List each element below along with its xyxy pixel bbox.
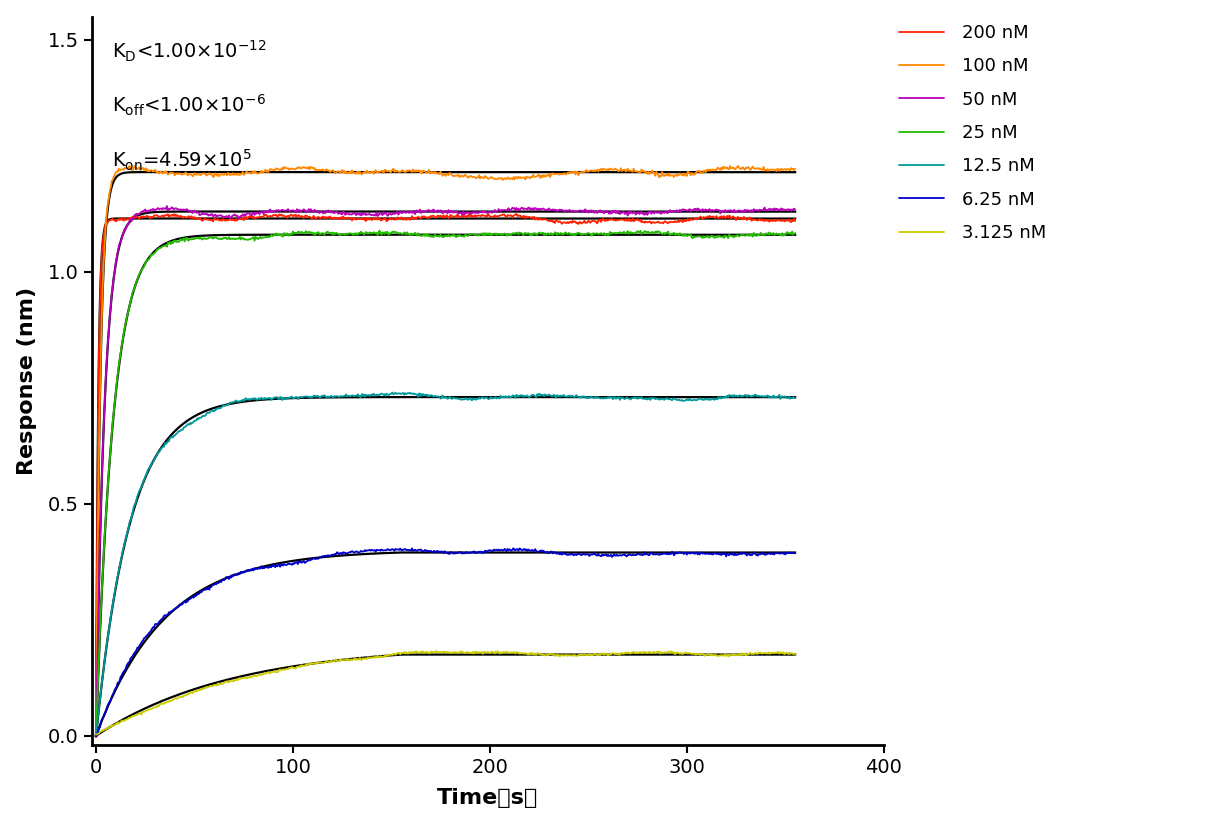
Text: K$_\mathregular{off}$<1.00×10$^{-6}$: K$_\mathregular{off}$<1.00×10$^{-6}$ [112,93,266,118]
X-axis label: Time（s）: Time（s） [437,789,538,808]
Legend: 200 nM, 100 nM, 50 nM, 25 nM, 12.5 nM, 6.25 nM, 3.125 nM: 200 nM, 100 nM, 50 nM, 25 nM, 12.5 nM, 6… [892,16,1053,249]
Y-axis label: Response (nm): Response (nm) [17,287,37,475]
Text: K$_\mathregular{on}$=4.59×10$^{5}$: K$_\mathregular{on}$=4.59×10$^{5}$ [112,148,251,173]
Text: K$_\mathregular{D}$<1.00×10$^{-12}$: K$_\mathregular{D}$<1.00×10$^{-12}$ [112,39,266,64]
